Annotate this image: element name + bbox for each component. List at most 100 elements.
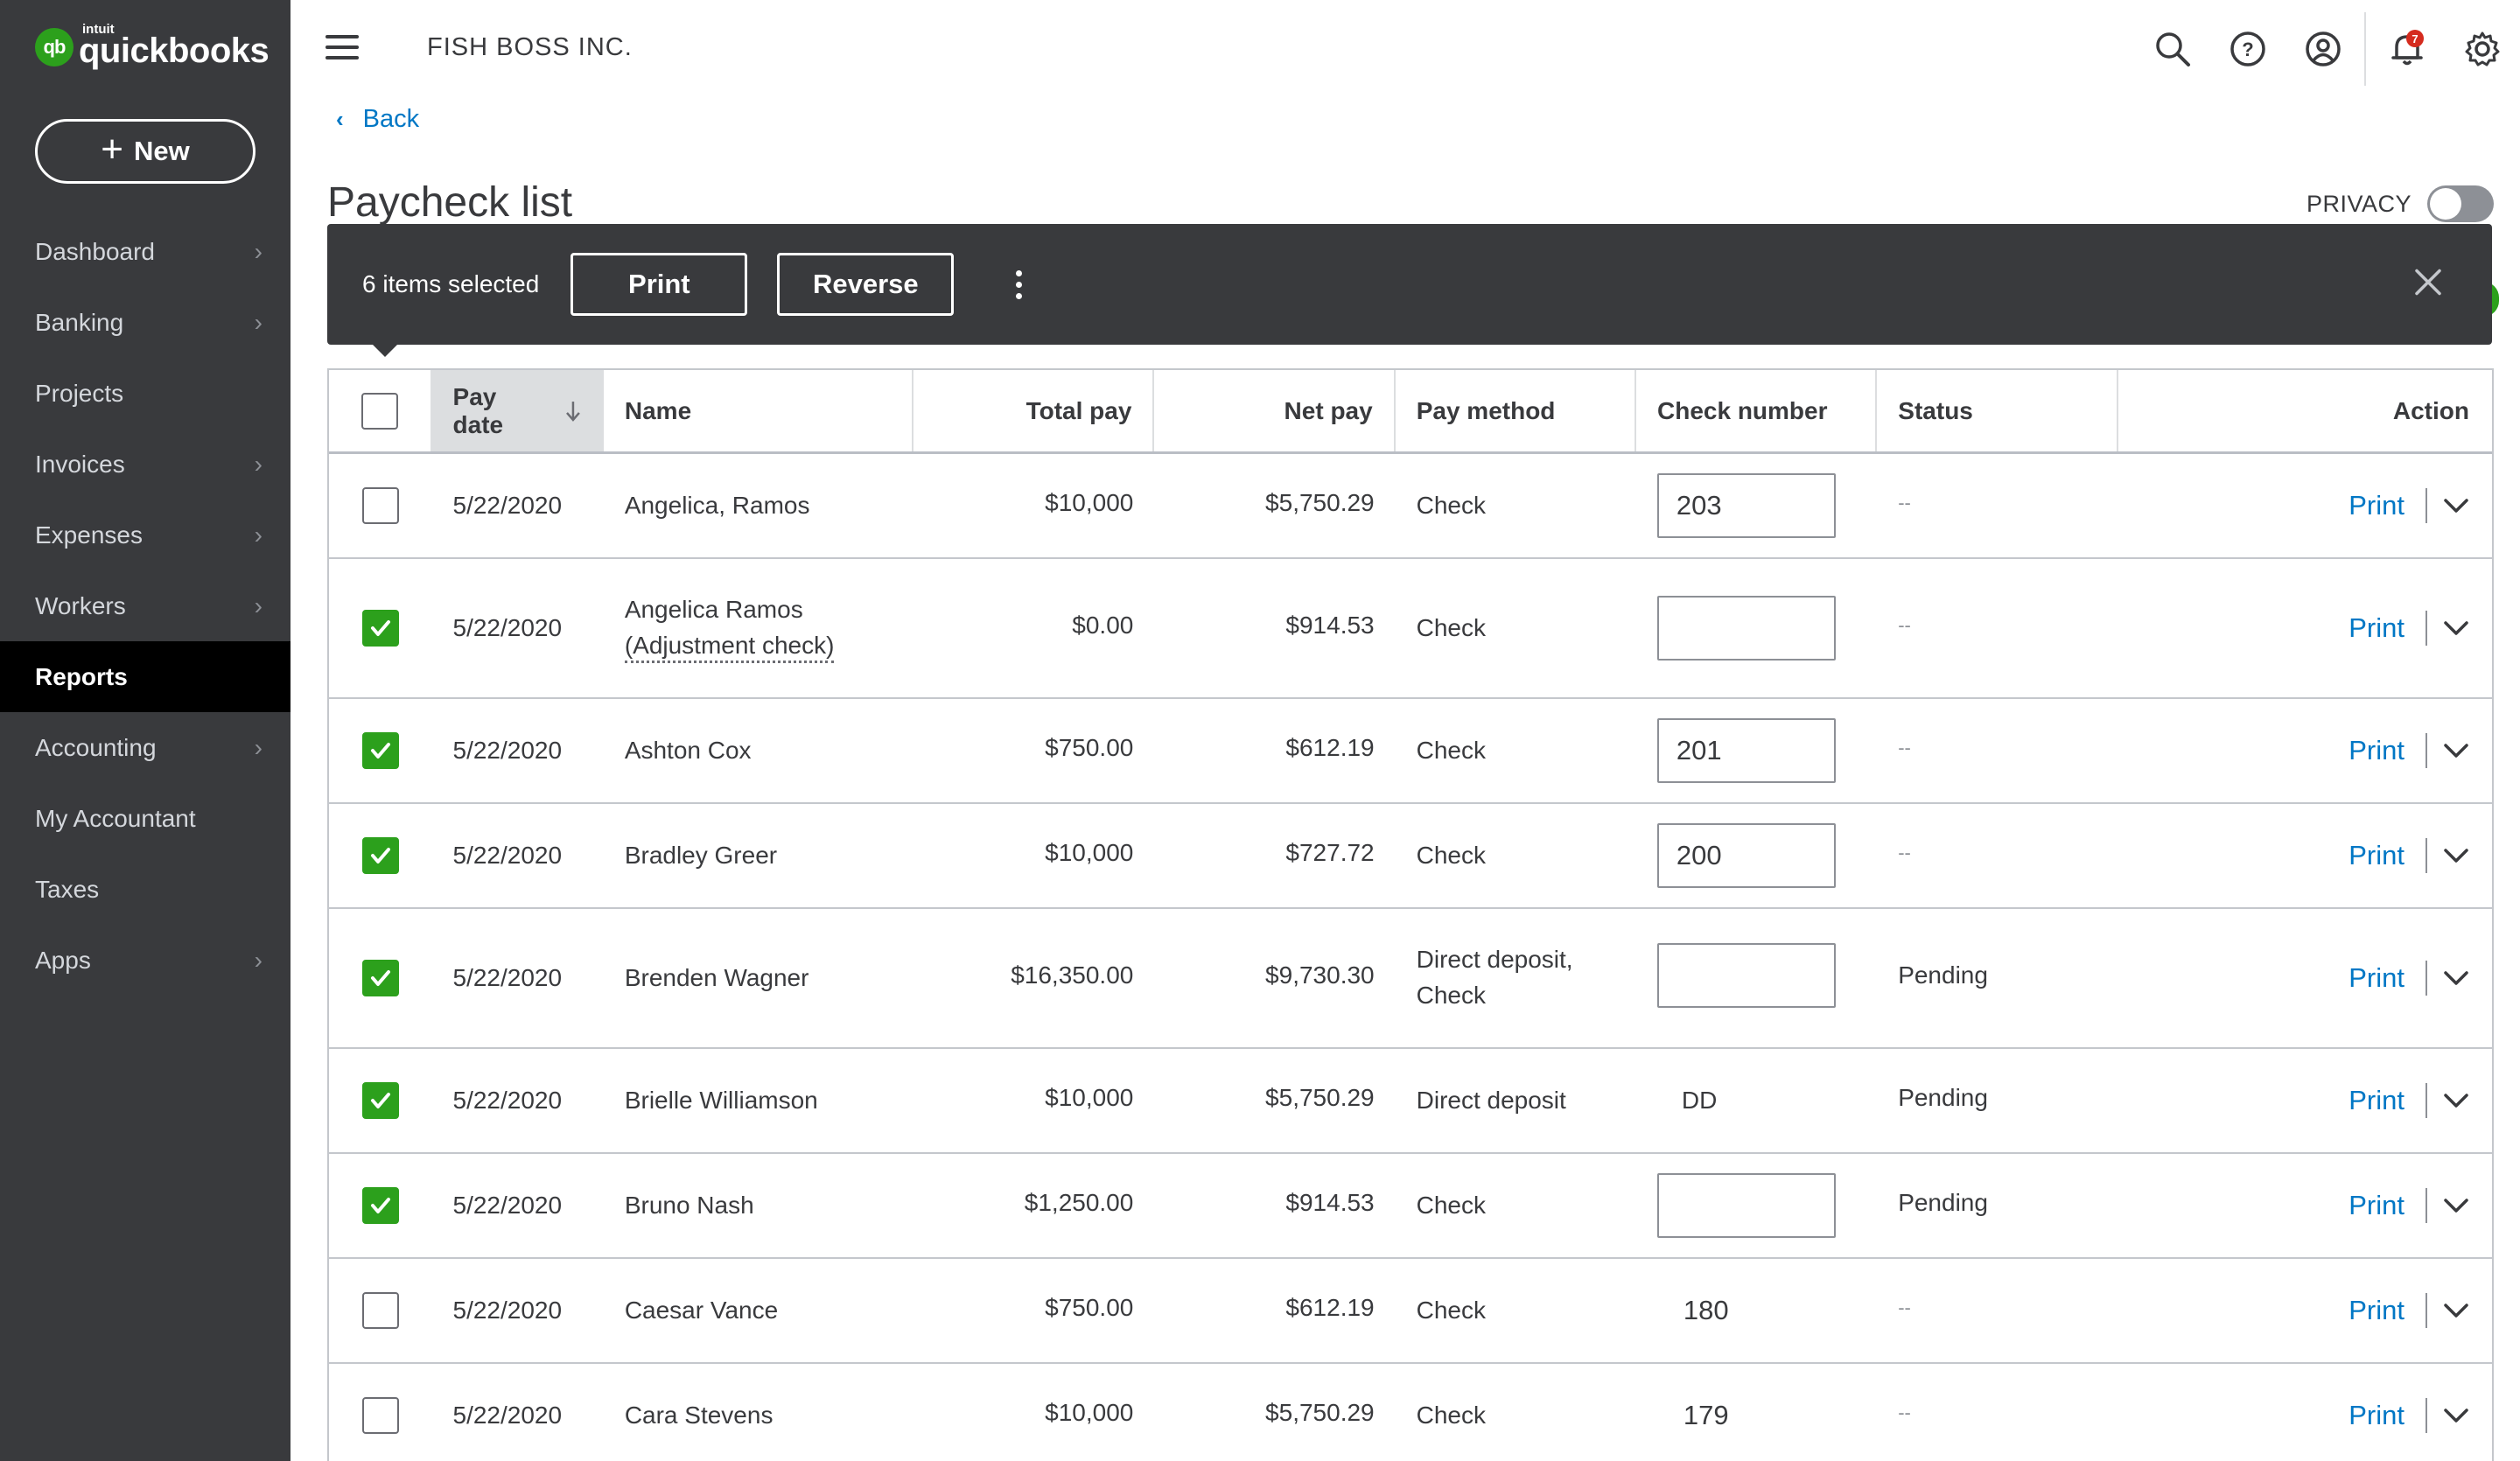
row-print-link[interactable]: Print bbox=[2348, 490, 2404, 521]
sidebar-item-accounting[interactable]: Accounting › bbox=[0, 712, 290, 783]
action-divider bbox=[2425, 838, 2427, 873]
chevron-down-icon[interactable] bbox=[2443, 619, 2469, 637]
close-icon[interactable] bbox=[2413, 268, 2443, 302]
row-print-link[interactable]: Print bbox=[2348, 735, 2404, 765]
check-number-input[interactable]: 203 bbox=[1656, 473, 1836, 538]
row-checkbox[interactable] bbox=[361, 1397, 399, 1434]
table-row: 5/22/2020 Ashton Cox $750.00 $612.19 Check 20… bbox=[329, 699, 2492, 804]
chevron-down-icon[interactable] bbox=[2443, 1197, 2469, 1214]
row-checkbox[interactable] bbox=[361, 960, 399, 996]
sidebar-item-taxes[interactable]: Taxes bbox=[0, 854, 290, 925]
row-print-link[interactable]: Print bbox=[2348, 1295, 2404, 1325]
action-divider bbox=[2425, 611, 2427, 646]
back-link[interactable]: ‹ Back bbox=[336, 105, 419, 134]
hamburger-menu-icon[interactable] bbox=[326, 35, 359, 59]
action-cell: Print bbox=[2118, 909, 2492, 1047]
check-number-input[interactable] bbox=[1656, 943, 1836, 1008]
row-print-link[interactable]: Print bbox=[2348, 840, 2404, 870]
pay-date-cell: 5/22/2020 bbox=[432, 699, 604, 802]
chevron-down-icon[interactable] bbox=[2443, 847, 2469, 864]
batch-reverse-button[interactable]: Reverse bbox=[777, 253, 955, 316]
net-pay-cell: $9,730.30 bbox=[1154, 909, 1395, 1047]
checkmark-icon bbox=[370, 970, 390, 986]
column-pay-date[interactable]: Pay date bbox=[431, 370, 604, 451]
total-pay-value: $10,000 bbox=[1045, 1399, 1134, 1426]
batch-print-button[interactable]: Print bbox=[570, 253, 748, 316]
column-name[interactable]: Name bbox=[604, 370, 914, 451]
pay-method-cell: Check bbox=[1396, 1154, 1636, 1257]
search-icon[interactable] bbox=[2135, 21, 2210, 77]
row-checkbox[interactable] bbox=[361, 1292, 399, 1329]
check-number-input[interactable] bbox=[1656, 1173, 1836, 1238]
svg-text:?: ? bbox=[2242, 38, 2253, 60]
chevron-down-icon[interactable] bbox=[2443, 1302, 2469, 1319]
sidebar-item-label: Workers bbox=[35, 591, 126, 619]
total-pay-cell: $10,000 bbox=[914, 1364, 1154, 1461]
table-row: 5/22/2020 Brenden Wagner $16,350.00 $9,730.… bbox=[329, 909, 2492, 1049]
selected-count: 6 items selected bbox=[362, 270, 540, 297]
sidebar-item-dashboard[interactable]: Dashboard › bbox=[0, 216, 290, 287]
adjustment-check-tooltip-trigger[interactable]: (Adjustment check) bbox=[624, 631, 835, 663]
notification-bell-icon[interactable]: 7 bbox=[2370, 21, 2445, 77]
sidebar-item-apps[interactable]: Apps › bbox=[0, 925, 290, 996]
row-checkbox[interactable] bbox=[361, 1082, 399, 1119]
chevron-right-icon: › bbox=[254, 308, 262, 336]
row-print-link[interactable]: Print bbox=[2348, 1085, 2404, 1115]
check-number-input[interactable] bbox=[1656, 596, 1836, 661]
privacy-toggle[interactable] bbox=[2427, 185, 2494, 222]
sidebar-item-banking[interactable]: Banking › bbox=[0, 287, 290, 358]
check-number-input[interactable]: 201 bbox=[1656, 718, 1836, 783]
sidebar-item-reports[interactable]: Reports bbox=[0, 641, 290, 712]
check-number-input[interactable]: 200 bbox=[1656, 823, 1836, 888]
sidebar-item-invoices[interactable]: Invoices › bbox=[0, 429, 290, 500]
help-icon[interactable]: ? bbox=[2210, 21, 2286, 77]
row-print-link[interactable]: Print bbox=[2348, 1190, 2404, 1220]
more-options-icon[interactable] bbox=[1001, 258, 1036, 311]
row-checkbox[interactable] bbox=[361, 610, 399, 647]
net-pay-value: $9,730.30 bbox=[1265, 961, 1375, 989]
action-cell: Print bbox=[2118, 1154, 2492, 1257]
pay-date-cell: 5/22/2020 bbox=[432, 559, 604, 697]
check-number-value: 180 bbox=[1683, 1295, 1729, 1325]
column-status[interactable]: Status bbox=[1877, 370, 2118, 451]
quickbooks-logo[interactable]: qb intuit quickbooks bbox=[35, 23, 270, 68]
status-cell: -- bbox=[1877, 454, 2118, 557]
column-check-number[interactable]: Check number bbox=[1636, 370, 1878, 451]
employee-name: Brenden Wagner bbox=[624, 964, 809, 991]
chevron-down-icon[interactable] bbox=[2443, 497, 2469, 514]
pay-method-cell: Check bbox=[1396, 699, 1636, 802]
row-checkbox[interactable] bbox=[361, 837, 399, 874]
chevron-down-icon[interactable] bbox=[2443, 1407, 2469, 1424]
chevron-down-icon[interactable] bbox=[2443, 742, 2469, 759]
action-cell: Print bbox=[2118, 699, 2492, 802]
new-button[interactable]: + New bbox=[35, 119, 256, 184]
chevron-down-icon[interactable] bbox=[2443, 1092, 2469, 1109]
column-total-pay[interactable]: Total pay bbox=[914, 370, 1155, 451]
settings-gear-icon[interactable] bbox=[2445, 21, 2520, 77]
sidebar-item-my-accountant[interactable]: My Accountant bbox=[0, 783, 290, 854]
qb-logo-mark: qb bbox=[35, 28, 74, 66]
table-body: 5/22/2020 Angelica, Ramos $10,000 $5,750.29… bbox=[329, 454, 2492, 1461]
pay-date-value: 5/22/2020 bbox=[452, 1192, 563, 1219]
pay-method-cell: Check bbox=[1396, 1364, 1636, 1461]
chevron-down-icon[interactable] bbox=[2443, 969, 2469, 987]
employee-name: Bruno Nash bbox=[624, 1192, 754, 1219]
row-checkbox[interactable] bbox=[361, 1187, 399, 1224]
sidebar-item-projects[interactable]: Projects bbox=[0, 358, 290, 429]
row-print-link[interactable]: Print bbox=[2348, 962, 2404, 993]
row-print-link[interactable]: Print bbox=[2348, 612, 2404, 643]
select-all-checkbox[interactable] bbox=[360, 392, 398, 430]
sidebar-item-workers[interactable]: Workers › bbox=[0, 570, 290, 641]
row-print-link[interactable]: Print bbox=[2348, 1400, 2404, 1430]
pay-method-value: Check bbox=[1416, 982, 1486, 1009]
pay-method-value: Check bbox=[1416, 1192, 1486, 1219]
row-checkbox[interactable] bbox=[361, 487, 399, 524]
name-cell: Ashton Cox bbox=[604, 699, 914, 802]
column-net-pay[interactable]: Net pay bbox=[1154, 370, 1396, 451]
action-cell: Print bbox=[2118, 804, 2492, 907]
row-checkbox[interactable] bbox=[361, 732, 399, 769]
sidebar-item-expenses[interactable]: Expenses › bbox=[0, 500, 290, 570]
column-pay-method[interactable]: Pay method bbox=[1396, 370, 1636, 451]
account-icon[interactable] bbox=[2286, 21, 2361, 77]
batch-bar-pointer bbox=[371, 343, 399, 357]
